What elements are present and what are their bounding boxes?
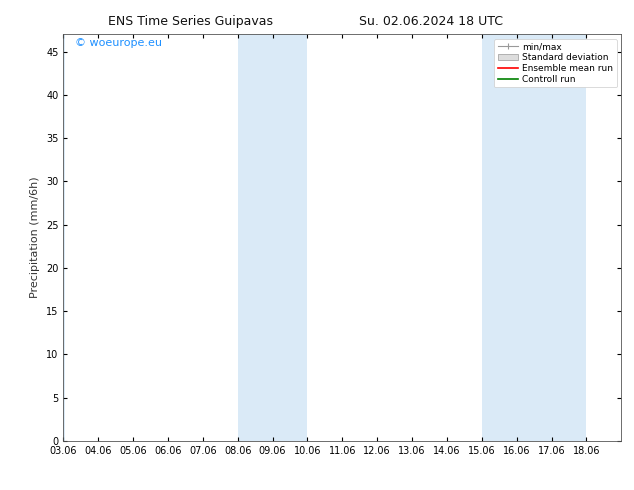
Legend: min/max, Standard deviation, Ensemble mean run, Controll run: min/max, Standard deviation, Ensemble me… (495, 39, 617, 87)
Text: Su. 02.06.2024 18 UTC: Su. 02.06.2024 18 UTC (359, 15, 503, 28)
Text: © woeurope.eu: © woeurope.eu (75, 38, 162, 49)
Bar (482, 34, 586, 441)
Y-axis label: Precipitation (mm/6h): Precipitation (mm/6h) (30, 177, 41, 298)
Bar (61, 34, 65, 441)
Bar (238, 34, 307, 441)
Text: ENS Time Series Guipavas: ENS Time Series Guipavas (108, 15, 273, 28)
